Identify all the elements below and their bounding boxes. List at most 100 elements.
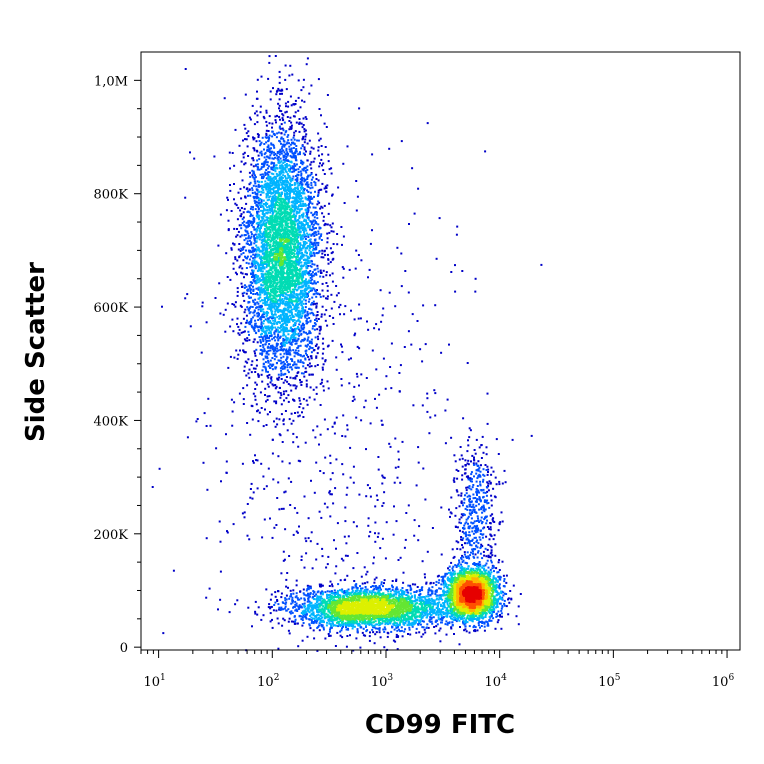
- data-point: [381, 474, 384, 477]
- data-point: [495, 612, 498, 615]
- data-point: [477, 564, 480, 567]
- data-point: [436, 619, 439, 622]
- data-point: [244, 325, 247, 328]
- data-point: [341, 266, 344, 269]
- data-point: [250, 292, 252, 294]
- data-point: [272, 384, 275, 387]
- data-point: [331, 425, 334, 428]
- data-point: [243, 207, 246, 210]
- data-point: [383, 626, 386, 629]
- data-point: [249, 194, 252, 197]
- data-point: [379, 547, 382, 550]
- data-point: [354, 584, 357, 587]
- data-point: [276, 362, 278, 364]
- data-point: [491, 513, 494, 516]
- data-point: [306, 255, 309, 258]
- data-point: [340, 629, 343, 632]
- data-point: [189, 325, 192, 328]
- data-point: [266, 146, 269, 149]
- data-point: [311, 214, 314, 217]
- data-point: [298, 204, 300, 207]
- data-point: [300, 380, 303, 383]
- data-point: [426, 550, 429, 553]
- data-point: [241, 218, 244, 221]
- data-point: [417, 596, 420, 599]
- data-point: [409, 589, 412, 592]
- data-point: [297, 298, 300, 301]
- data-point: [301, 323, 304, 326]
- data-point: [499, 595, 501, 598]
- data-point: [308, 274, 311, 277]
- data-point: [246, 422, 249, 424]
- data-point: [473, 458, 475, 461]
- data-point: [274, 115, 277, 118]
- data-point: [370, 623, 373, 626]
- data-point: [381, 423, 384, 426]
- data-point: [314, 221, 317, 223]
- data-point: [252, 340, 255, 343]
- data-point: [201, 301, 204, 304]
- data-point: [495, 483, 498, 486]
- data-point: [273, 146, 276, 149]
- data-point: [467, 515, 470, 518]
- data-point: [482, 621, 485, 624]
- data-point: [351, 591, 354, 594]
- data-point: [304, 240, 307, 243]
- data-point: [306, 584, 309, 587]
- data-point: [233, 227, 236, 230]
- data-point: [273, 526, 276, 529]
- data-point: [244, 225, 247, 228]
- data-point: [303, 242, 305, 245]
- data-point: [299, 381, 302, 384]
- data-point: [261, 176, 263, 178]
- data-point: [335, 294, 338, 297]
- data-point: [277, 102, 280, 105]
- data-point: [285, 110, 288, 113]
- data-point: [288, 339, 291, 342]
- data-point: [305, 150, 307, 153]
- data-point: [376, 623, 379, 626]
- data-point: [461, 554, 464, 557]
- data-point: [474, 630, 477, 633]
- data-point: [307, 271, 310, 274]
- data-point: [265, 193, 268, 195]
- data-point: [450, 512, 453, 515]
- data-point: [310, 621, 313, 624]
- data-point: [302, 202, 305, 205]
- data-point: [458, 518, 461, 521]
- data-point: [266, 357, 269, 360]
- data-point: [255, 403, 258, 406]
- data-point: [482, 509, 485, 512]
- data-point: [492, 520, 495, 523]
- data-point: [294, 156, 296, 159]
- data-point: [254, 612, 257, 615]
- data-point: [495, 589, 498, 592]
- data-point: [279, 172, 282, 175]
- data-point: [446, 614, 449, 617]
- data-point: [301, 411, 303, 414]
- data-point: [310, 601, 313, 604]
- data-point: [309, 187, 312, 190]
- data-point: [243, 286, 246, 289]
- data-point: [460, 516, 463, 519]
- data-point: [297, 360, 300, 363]
- data-point: [260, 200, 263, 203]
- data-point: [289, 170, 291, 172]
- data-point: [248, 320, 251, 323]
- data-point: [346, 574, 349, 577]
- data-point: [494, 554, 497, 557]
- data-point: [266, 194, 269, 197]
- data-point: [294, 342, 297, 345]
- data-point: [335, 565, 338, 568]
- data-point: [316, 649, 319, 652]
- data-point: [305, 617, 308, 620]
- data-point: [475, 438, 478, 441]
- data-point: [466, 495, 469, 498]
- data-point: [253, 220, 255, 223]
- data-point: [261, 338, 264, 341]
- data-point: [462, 504, 464, 507]
- data-point: [291, 73, 294, 76]
- data-point: [267, 365, 270, 368]
- data-point: [475, 480, 478, 483]
- data-point: [265, 134, 268, 137]
